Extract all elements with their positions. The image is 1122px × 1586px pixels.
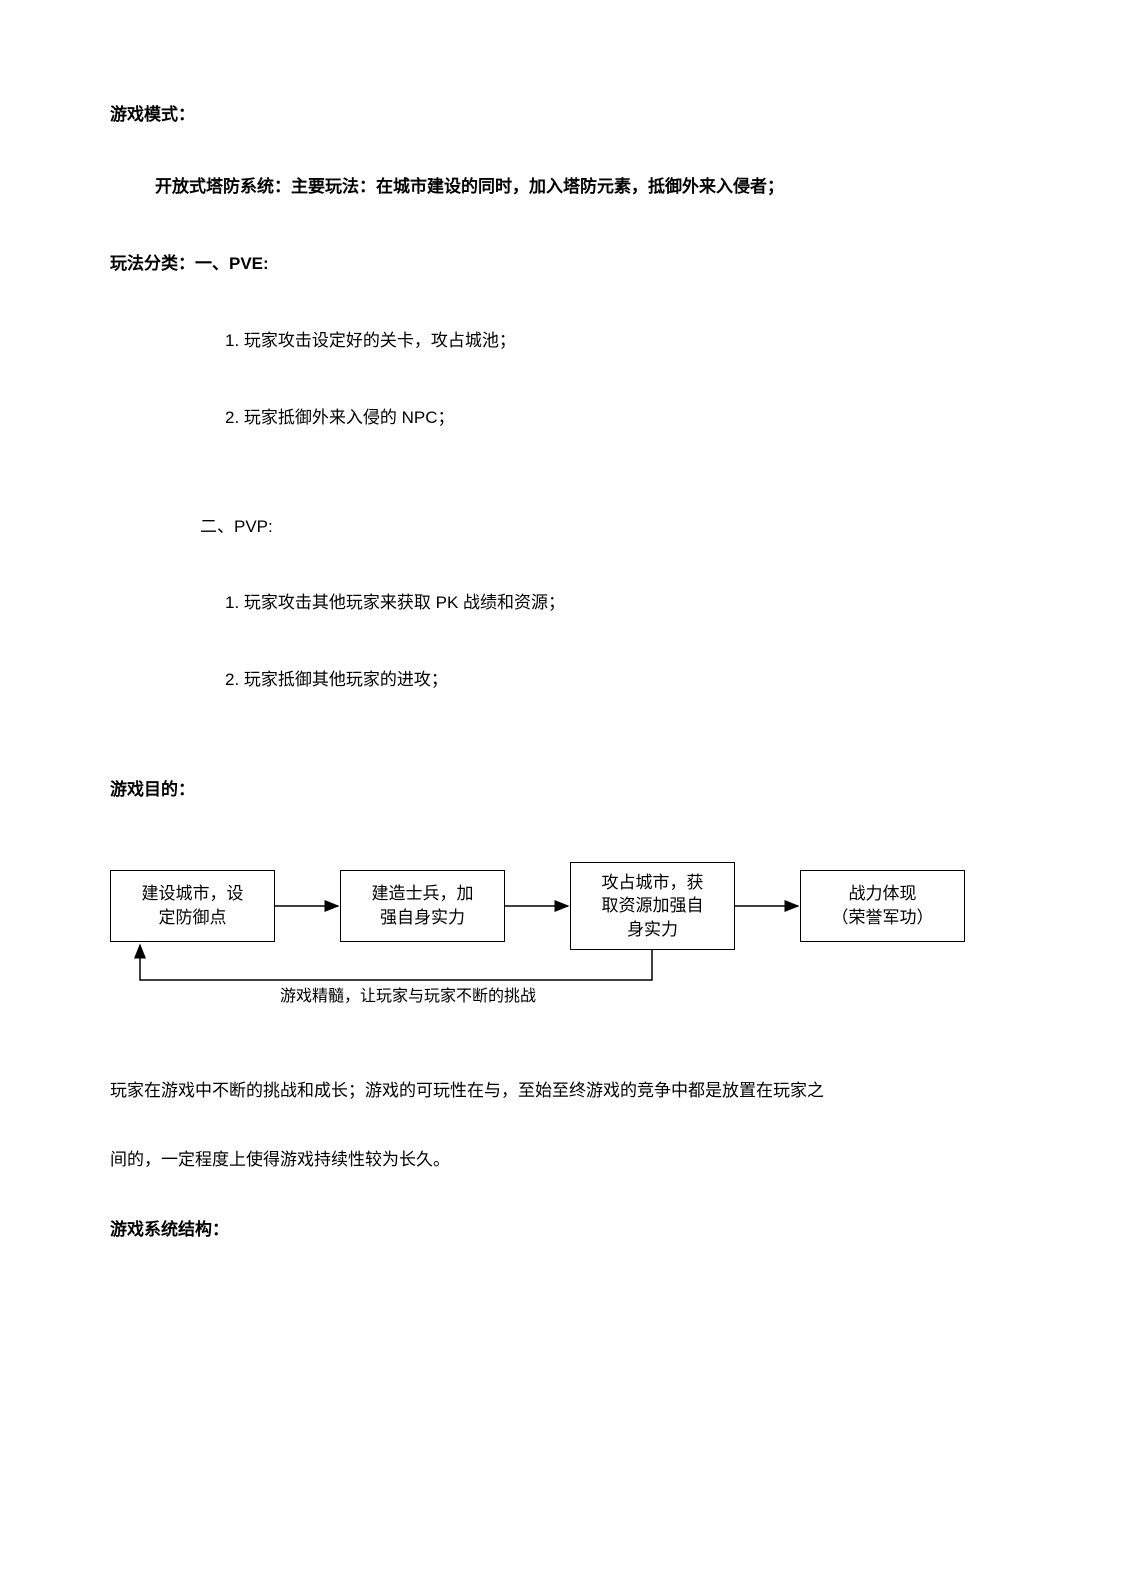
pve-item-2: 2. 玩家抵御外来入侵的 NPC；	[110, 404, 1012, 433]
section-goal-title: 游戏目的：	[110, 775, 1012, 800]
goal-flowchart: 建设城市，设 定防御点 建造士兵，加 强自身实力 攻占城市，获 取资源加强自 身…	[110, 870, 1010, 1045]
flow-node-3: 攻占城市，获 取资源加强自 身实力	[570, 862, 735, 950]
flow-node-1: 建设城市，设 定防御点	[110, 870, 275, 942]
pve-item-1: 1. 玩家攻击设定好的关卡，攻占城池；	[110, 327, 1012, 356]
pvp-item-1: 1. 玩家攻击其他玩家来获取 PK 战绩和资源；	[110, 589, 1012, 618]
section-mode-title: 游戏模式：	[110, 100, 1012, 125]
flow-feedback-label: 游戏精髓，让玩家与玩家不断的挑战	[280, 982, 536, 1006]
main-play-desc: 开放式塔防系统：主要玩法：在城市建设的同时，加入塔防元素，抵御外来入侵者；	[110, 173, 1012, 202]
goal-summary-1: 玩家在游戏中不断的挑战和成长；游戏的可玩性在与，至始至终游戏的竞争中都是放置在玩…	[110, 1077, 1012, 1106]
section-structure-title: 游戏系统结构：	[110, 1215, 1012, 1240]
goal-summary-2: 间的，一定程度上使得游戏持续性较为长久。	[110, 1146, 1012, 1175]
pvp-title: 二、PVP:	[110, 513, 1012, 542]
category-intro: 玩法分类：一、PVE:	[110, 250, 1012, 279]
pvp-item-2: 2. 玩家抵御其他玩家的进攻；	[110, 666, 1012, 695]
flow-node-2: 建造士兵，加 强自身实力	[340, 870, 505, 942]
flow-node-4: 战力体现 （荣誉军功）	[800, 870, 965, 942]
